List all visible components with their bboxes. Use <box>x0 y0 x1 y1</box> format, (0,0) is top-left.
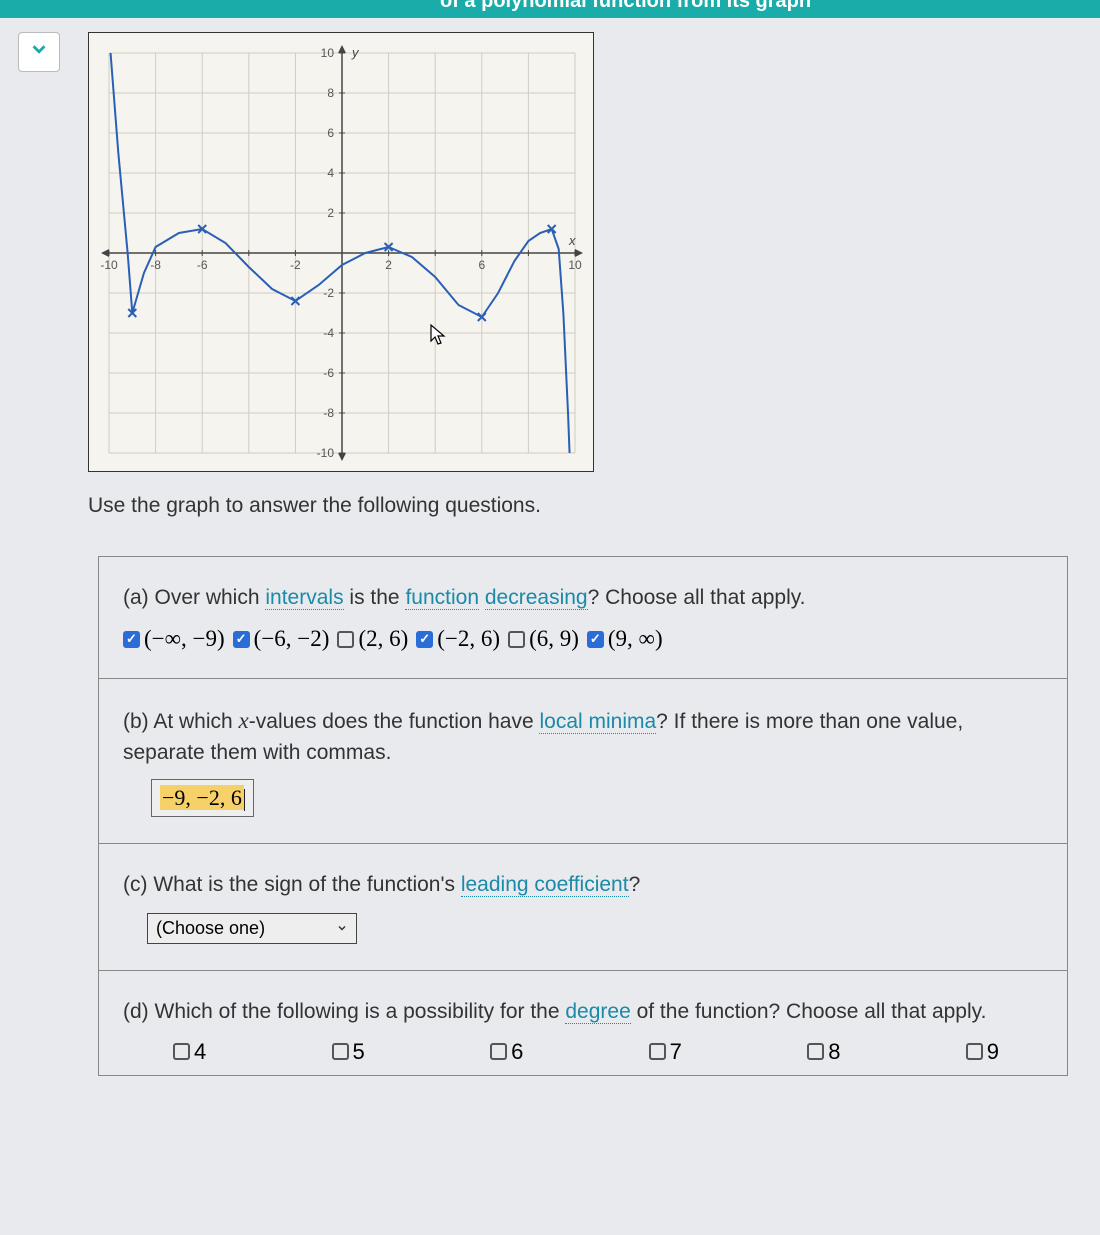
degree-option[interactable]: 9 <box>987 1039 999 1065</box>
svg-text:-6: -6 <box>323 366 334 380</box>
chevron-down-icon <box>28 38 50 66</box>
qa-options: (−∞, −9) (−6, −2) (2, 6) (−2, 6) (6, 9) (9, ∞… <box>123 626 1049 652</box>
link-leading-coeff[interactable]: leading coefficient <box>461 873 629 897</box>
interval-option[interactable]: (−2, 6) <box>437 626 500 652</box>
interval-option[interactable]: (−6, −2) <box>254 626 330 652</box>
sign-select[interactable]: (Choose one) <box>147 913 357 944</box>
question-c: (c) What is the sign of the function's l… <box>99 844 1067 971</box>
link-decreasing[interactable]: decreasing <box>485 586 588 610</box>
qd-prefix: (d) Which of the following is a possibil… <box>123 1000 565 1023</box>
checkbox[interactable] <box>173 1043 190 1060</box>
interval-option[interactable]: (−∞, −9) <box>144 626 225 652</box>
header-title: of a polynomial function from its graph <box>440 0 811 12</box>
svg-text:8: 8 <box>327 86 334 100</box>
question-a: (a) Over which intervals is the function… <box>99 557 1067 679</box>
interval-option[interactable]: (9, ∞) <box>608 626 663 652</box>
question-d: (d) Which of the following is a possibil… <box>99 971 1067 1074</box>
svg-text:-6: -6 <box>197 258 208 272</box>
minima-input[interactable]: −9, −2, 6 <box>151 779 254 817</box>
link-degree[interactable]: degree <box>565 1000 630 1024</box>
polynomial-graph[interactable]: -10-8-6-22610-10-8-6-4-2246810yx <box>88 32 594 472</box>
header-bar: of a polynomial function from its graph <box>0 0 1100 18</box>
degree-option[interactable]: 8 <box>828 1039 840 1065</box>
svg-text:-8: -8 <box>150 258 161 272</box>
expand-button[interactable] <box>18 32 60 72</box>
svg-text:-8: -8 <box>323 406 334 420</box>
checkbox[interactable] <box>233 631 250 648</box>
degree-option[interactable]: 7 <box>670 1039 682 1065</box>
svg-text:10: 10 <box>321 46 335 60</box>
svg-text:2: 2 <box>327 206 334 220</box>
svg-text:4: 4 <box>327 166 334 180</box>
qb-prefix: (b) At which <box>123 710 239 733</box>
instruction-text: Use the graph to answer the following qu… <box>88 494 1076 518</box>
checkbox[interactable] <box>490 1043 507 1060</box>
checkbox[interactable] <box>807 1043 824 1060</box>
select-placeholder: (Choose one) <box>156 918 265 939</box>
svg-text:6: 6 <box>327 126 334 140</box>
svg-text:10: 10 <box>568 258 582 272</box>
qc-prefix: (c) What is the sign of the function's <box>123 873 461 896</box>
qd-options: 4 5 6 7 8 9 <box>123 1039 1049 1065</box>
checkbox[interactable] <box>649 1043 666 1060</box>
checkbox[interactable] <box>123 631 140 648</box>
svg-text:-4: -4 <box>323 326 334 340</box>
question-b: (b) At which x-values does the function … <box>99 679 1067 844</box>
svg-text:6: 6 <box>478 258 485 272</box>
svg-text:-10: -10 <box>100 258 118 272</box>
checkbox[interactable] <box>416 631 433 648</box>
degree-option[interactable]: 5 <box>353 1039 365 1065</box>
svg-text:-10: -10 <box>317 446 335 460</box>
checkbox[interactable] <box>966 1043 983 1060</box>
svg-text:2: 2 <box>385 258 392 272</box>
link-function[interactable]: function <box>405 586 479 610</box>
svg-text:-2: -2 <box>323 286 334 300</box>
link-intervals[interactable]: intervals <box>265 586 343 610</box>
questions-panel: (a) Over which intervals is the function… <box>98 556 1068 1076</box>
cursor-icon <box>429 323 449 353</box>
interval-option[interactable]: (2, 6) <box>358 626 408 652</box>
checkbox[interactable] <box>587 631 604 648</box>
checkbox[interactable] <box>332 1043 349 1060</box>
chevron-down-icon <box>336 918 348 939</box>
link-local-minima[interactable]: local minima <box>539 710 656 734</box>
checkbox[interactable] <box>337 631 354 648</box>
degree-option[interactable]: 4 <box>194 1039 206 1065</box>
interval-option[interactable]: (6, 9) <box>529 626 579 652</box>
svg-text:x: x <box>568 233 576 248</box>
degree-option[interactable]: 6 <box>511 1039 523 1065</box>
checkbox[interactable] <box>508 631 525 648</box>
qa-prefix: (a) Over which <box>123 586 265 609</box>
svg-text:-2: -2 <box>290 258 301 272</box>
minima-value: −9, −2, 6 <box>160 785 244 810</box>
